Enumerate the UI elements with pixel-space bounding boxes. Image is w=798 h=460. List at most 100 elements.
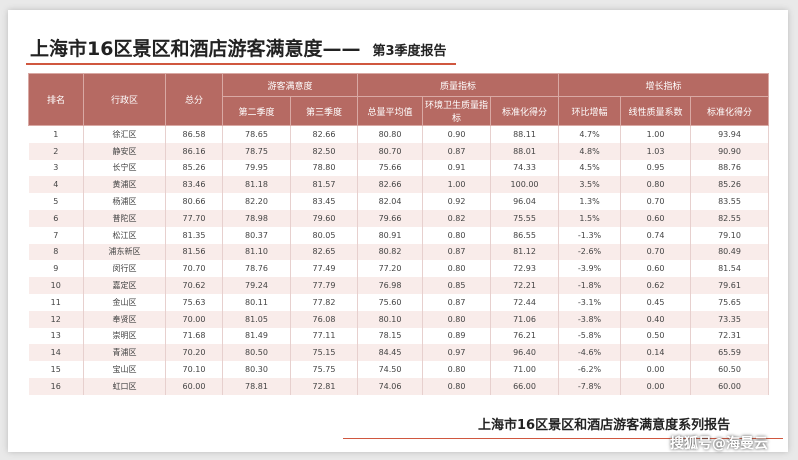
cell: 0.92 [422,193,492,210]
cell: 81.18 [222,176,291,194]
header-row: 第二季度 第三季度 总量平均值 环境卫生质量指标 标准化得分 环比增幅 线性质量系数 标准化得… [29,96,770,126]
cell: 宝山区 [83,361,166,378]
cell: 71.68 [165,327,223,345]
cell: 14 [28,344,84,362]
header-row: 排名 行政区 总分 游客满意度 质量指标 增长指标 [28,73,770,126]
column-header: 第三季度 [289,96,359,126]
cell: 徐汇区 [83,125,166,143]
cell: 81.54 [690,260,770,278]
cell: 浦东新区 [83,243,166,261]
cell: 79.24 [222,277,291,294]
cell: 0.91 [422,159,492,177]
cell: -7.8% [558,377,622,395]
cell: 80.10 [357,310,424,328]
cell: 6 [28,209,84,227]
cell: 2 [28,142,84,160]
cell: 16 [28,377,84,395]
cell: 0.70 [620,193,692,210]
cell: 72.81 [290,377,359,395]
cell: 71.06 [490,310,560,328]
cell: 79.66 [357,209,424,227]
cell: 5 [28,193,84,210]
cell: 65.59 [690,344,770,362]
column-header: 第二季度 [222,96,291,126]
cell: 3 [28,159,84,177]
cell: 82.55 [690,209,770,227]
cell: 崇明区 [83,327,166,345]
divider [26,63,456,65]
cell: 80.05 [290,226,359,244]
cell: 11 [28,293,84,311]
cell: 80.82 [357,243,424,261]
cell: 4 [28,176,84,194]
cell: 88.11 [490,125,560,143]
cell: 1.3% [558,193,622,210]
cell: -1.3% [558,226,622,244]
cell: 80.80 [357,125,424,143]
cell: 闵行区 [83,260,166,278]
watermark: 搜狐号@海曼云 [670,436,768,452]
cell: 0.80 [422,377,492,395]
column-header: 环比增幅 [558,96,622,126]
cell: 60.50 [690,361,770,378]
group-header: 游客满意度 [221,73,359,97]
cell: 66.00 [490,377,560,395]
cell: 虹口区 [83,377,166,395]
table-row: 9 闵行区 70.70 78.76 77.49 77.20 0.80 72.93 -3.9% 0.… [28,260,770,278]
cell: 78.80 [290,159,359,177]
cell: 81.12 [490,243,560,261]
cell: 0.40 [620,310,692,328]
cell: 82.65 [290,243,359,261]
cell: 0.45 [620,293,692,311]
cell: 80.37 [222,226,291,244]
cell: 82.20 [222,193,291,210]
cell: -1.8% [558,277,622,294]
title: 上海市16区景区和酒店游客满意度—— 第3季度报告 [30,34,447,61]
cell: 77.70 [165,209,223,227]
cell: 奉贤区 [83,310,166,328]
cell: 0.14 [620,344,692,362]
cell: 普陀区 [83,209,166,227]
cell: 嘉定区 [83,277,166,294]
cell: 78.65 [222,125,291,143]
table-row: 10 嘉定区 70.62 79.24 77.79 76.98 0.85 72.21 -1.8% 0… [28,277,770,294]
cell: -3.9% [558,260,622,278]
title-sub: 第3季度报告 [372,44,447,59]
cell: -4.6% [558,344,622,362]
cell: 70.20 [165,344,223,362]
cell: 0.87 [422,243,492,261]
cell: 76.21 [490,327,560,345]
column-header: 线性质量系数 [620,96,692,126]
cell: 72.31 [690,327,770,345]
cell: 72.93 [490,260,560,278]
cell: 80.91 [357,226,424,244]
cell: 8 [28,243,84,261]
report-name: 上海市16区景区和酒店游客满意度系列报告 [478,418,731,433]
group-header: 质量指标 [357,73,560,97]
cell: 73.35 [690,310,770,328]
column-header: 标准化得分 [490,96,560,126]
cell: 0.80 [422,260,492,278]
cell: 80.30 [222,361,291,378]
cell: 80.11 [222,293,291,311]
cell: 60.00 [165,377,223,395]
cell: 0.62 [620,277,692,294]
cell: 82.66 [357,176,424,194]
cell: 0.74 [620,226,692,244]
cell: 72.21 [490,277,560,294]
cell: 96.04 [490,193,560,210]
column-header: 标准化得分 [690,96,770,126]
cell: 0.70 [620,243,692,261]
cell: -2.6% [558,243,622,261]
table: 排名 行政区 总分 游客满意度 质量指标 增长指标 第二季度 第三季度 总量平均值 环境卫生质量指… [28,73,770,395]
cell: 12 [28,310,84,328]
cell: 4.5% [558,159,622,177]
cell: 81.56 [165,243,223,261]
cell: 0.00 [620,361,692,378]
cell: 75.75 [290,361,359,378]
cell: 77.49 [290,260,359,278]
cell: 0.60 [620,260,692,278]
cell: 85.26 [165,159,223,177]
cell: 84.45 [357,344,424,362]
